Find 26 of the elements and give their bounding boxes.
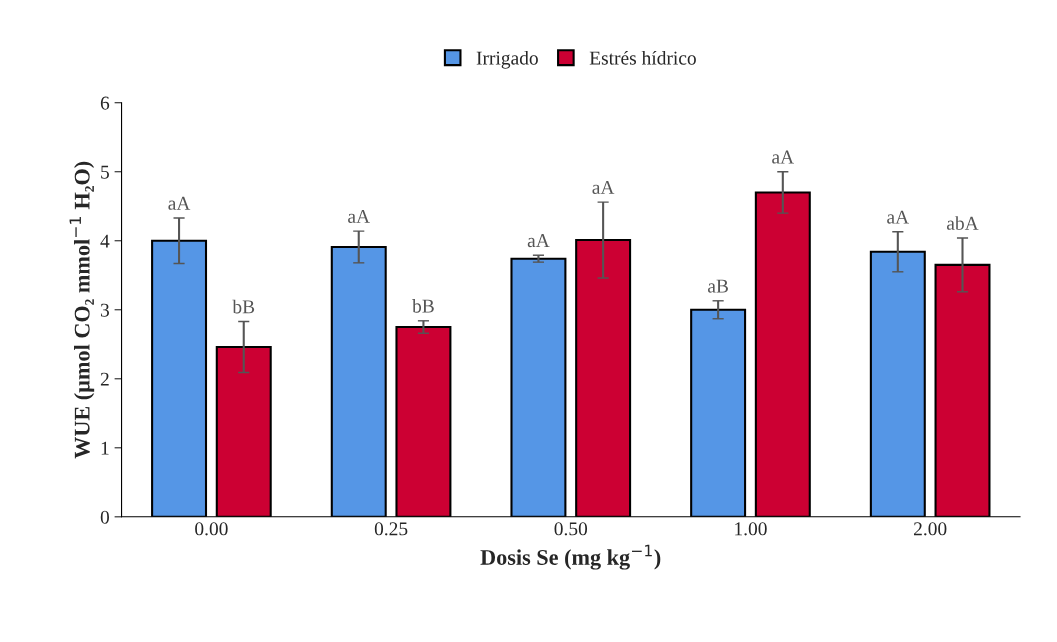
x-tick-label: 0.25	[374, 522, 408, 536]
y-tick-label: 3	[100, 303, 109, 317]
y-tick-label: 5	[101, 165, 109, 179]
data-label: aA	[772, 150, 795, 164]
x-tick-label: 2.00	[914, 522, 947, 536]
legend-label: Estrés hídrico	[589, 50, 696, 65]
legend-label: Irrigado	[476, 50, 538, 69]
x-axis-title: Dosis Se (mg kg$^{−1}$)	[480, 544, 661, 570]
y-tick-label: 1	[101, 441, 109, 455]
x-tick-label: 0.50	[554, 522, 588, 536]
data-label: aA	[168, 196, 191, 210]
data-label: aA	[887, 210, 910, 224]
data-label: aA	[592, 180, 615, 194]
data-label: abA	[946, 216, 979, 230]
y-tick-label: 0	[100, 510, 110, 524]
data-label: bB	[232, 299, 255, 314]
data-label: aB	[708, 279, 728, 293]
data-label: aA	[527, 234, 550, 248]
y-axis-title: WUE (µmol CO₂ mmol$^{−1}$ H₂O)	[69, 161, 95, 459]
x-tick-label: 0.00	[195, 522, 228, 536]
y-tick-label: 4	[100, 234, 110, 248]
data-label: aA	[348, 209, 370, 223]
data-label: bB	[412, 299, 434, 313]
x-tick-label: 1.00	[735, 522, 767, 536]
y-tick-label: 6	[100, 96, 110, 110]
y-tick-label: 2	[100, 372, 109, 386]
